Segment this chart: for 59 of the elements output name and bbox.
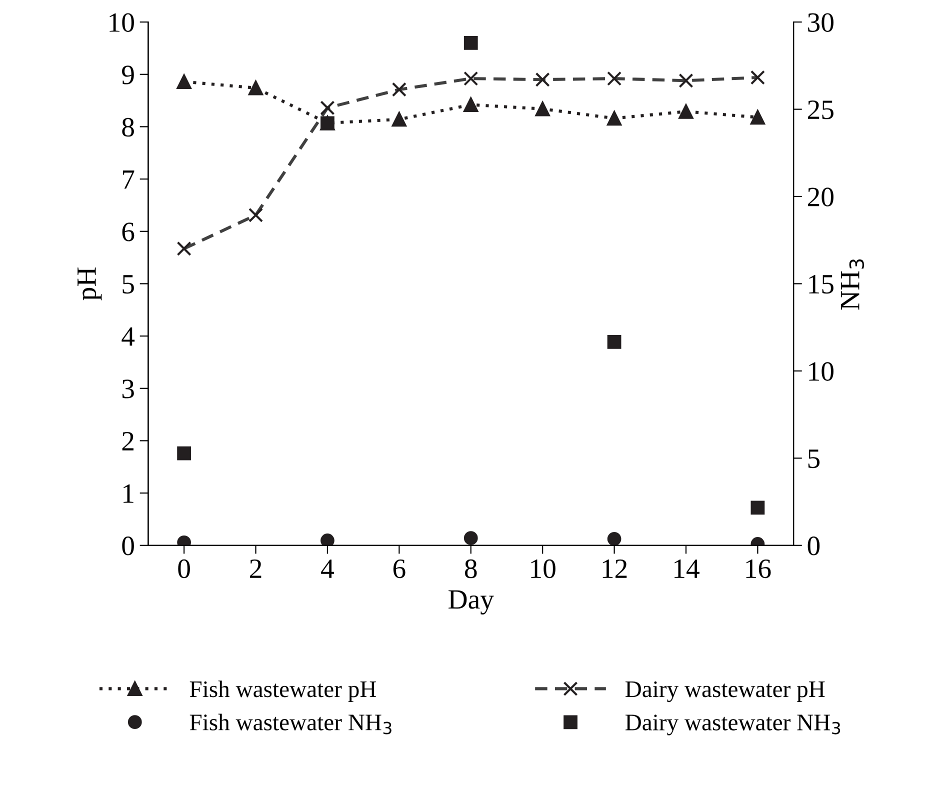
y-tick-label: 3: [122, 380, 134, 398]
y-tick-label: 5: [122, 275, 134, 294]
y2-tick-label: 10: [809, 362, 834, 381]
y-tick-label: 10: [110, 13, 134, 32]
point: [606, 71, 622, 86]
point: [607, 532, 622, 546]
y-tick-label: 1: [124, 484, 134, 503]
point: [464, 71, 478, 86]
y2-axis-title: NH$_{3}$: [841, 259, 864, 310]
y-axis-title: pH: [78, 268, 102, 300]
y-tick-label: 6: [122, 222, 134, 242]
x-tick-label: 16: [746, 559, 771, 578]
point: [678, 73, 694, 88]
y-tick-label: 9: [122, 66, 134, 84]
point: [606, 111, 622, 126]
legend-label: Dairy wastewater NH$_{3}$: [626, 714, 840, 736]
y2-tick-label: 0: [808, 536, 820, 556]
y2-tick-label: 20: [808, 188, 834, 206]
x-tick-label: 14: [674, 560, 700, 578]
y-tick-label: 0: [122, 536, 134, 556]
point: [320, 116, 334, 130]
x-axis-title: Day: [448, 590, 494, 615]
x-tick-label: 4: [321, 560, 334, 578]
x-tick-label: 8: [464, 559, 477, 578]
point: [392, 112, 406, 127]
y-tick-label: 2: [122, 432, 134, 450]
x-tick-label: 0: [178, 559, 190, 578]
y-tick-label: 7: [122, 170, 134, 189]
y2-tick-label: 15: [809, 275, 834, 294]
point: [176, 74, 192, 89]
x-tick-label: 6: [393, 559, 406, 578]
x-tick-label: 12: [602, 559, 627, 578]
point: [248, 80, 264, 96]
point: [750, 70, 765, 85]
point: [176, 241, 192, 256]
point: [464, 36, 478, 50]
legend-label: Fish wastewater pH: [190, 680, 376, 702]
point: [320, 534, 334, 546]
point: [607, 335, 622, 349]
y2-tick-label: 5: [808, 450, 820, 468]
point: [464, 531, 478, 546]
legend-label: Fish wastewater NH$_{3}$: [190, 714, 392, 734]
y2-tick-label: 30: [808, 13, 834, 32]
y2-tick-label: 25: [808, 100, 834, 120]
point: [750, 110, 765, 125]
y-tick-label: 4: [122, 327, 135, 346]
point: [535, 102, 550, 116]
y-tick-label: 8: [122, 118, 134, 137]
point: [678, 104, 694, 119]
point: [320, 100, 335, 116]
point: [248, 208, 264, 222]
x-tick-label: 2: [250, 559, 262, 578]
point: [535, 72, 550, 87]
legend-label: Dairy wastewater pH: [626, 681, 825, 702]
point: [392, 82, 406, 97]
point: [464, 97, 478, 112]
point: [750, 500, 765, 515]
x-tick-label: 10: [531, 559, 556, 578]
point: [177, 446, 191, 460]
